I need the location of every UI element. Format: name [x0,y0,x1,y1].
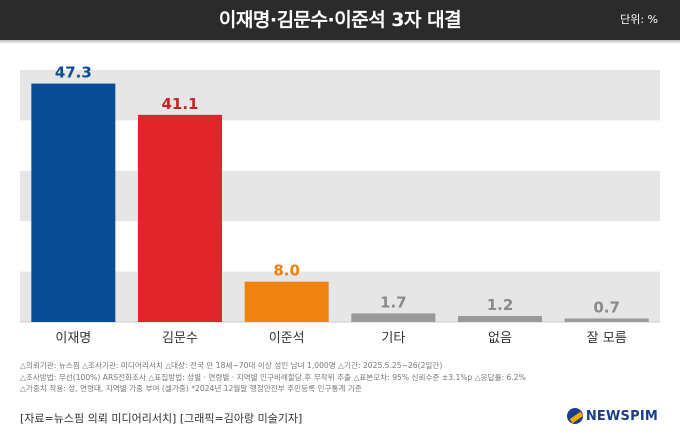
data-label: 41.1 [161,95,198,113]
data-label: 8.0 [273,262,300,280]
data-label: 47.3 [55,64,92,82]
header-shadow [0,40,680,44]
bar-1 [138,114,222,322]
source-credit: [자료=뉴스핌 의뢰 미디어리서치] [그래픽=김아랑 미술기자] [20,412,303,425]
bar-chart: 47.3 이재명 41.1 김문수 8.0 이준석 1.7 기타 1.2 없음 0.7 잘 모름 [20,64,660,346]
data-label: 0.7 [593,298,620,316]
newspim-logo: NEWSPIM [566,406,658,426]
category-label: 기타 [381,331,405,346]
survey-notes: △의뢰기관: 뉴스핌 △조사기관: 미디어리서치 △대상: 전국 만 18세~7… [20,360,670,395]
grid-band [20,170,660,222]
chart-title: 이재명·김문수·이준석 3자 대결 [218,9,462,31]
category-label: 김문수 [162,331,198,346]
survey-note: △조사방법: 무선(100%) ARS전화조사 △표집방법: 성별 · 연령별 … [20,372,526,382]
category-label: 이준석 [269,331,305,346]
grid-band [20,271,660,322]
category-label: 없음 [488,331,512,346]
category-label: 잘 모름 [587,331,627,346]
bar-4 [458,315,542,322]
grid-band [20,70,660,121]
survey-note: △의뢰기관: 뉴스핌 △조사기관: 미디어리서치 △대상: 전국 만 18세~7… [20,361,443,370]
bar-3 [351,313,436,322]
data-label: 1.7 [380,293,407,311]
survey-note: △가중치 적용: 성, 연령대, 지역별 가중 부여 (셀가중) *2024년 … [20,384,362,393]
bar-0 [31,83,116,322]
unit-label: 단위: % [620,13,658,26]
bar-5 [564,318,649,322]
category-label: 이재명 [55,331,91,346]
bar-2 [244,281,329,322]
newspim-logo-text: NEWSPIM [585,408,658,424]
data-label: 1.2 [487,296,514,314]
header-bar: 이재명·김문수·이준석 3자 대결 단위: % [0,0,680,40]
newspim-logo-icon [566,408,583,424]
